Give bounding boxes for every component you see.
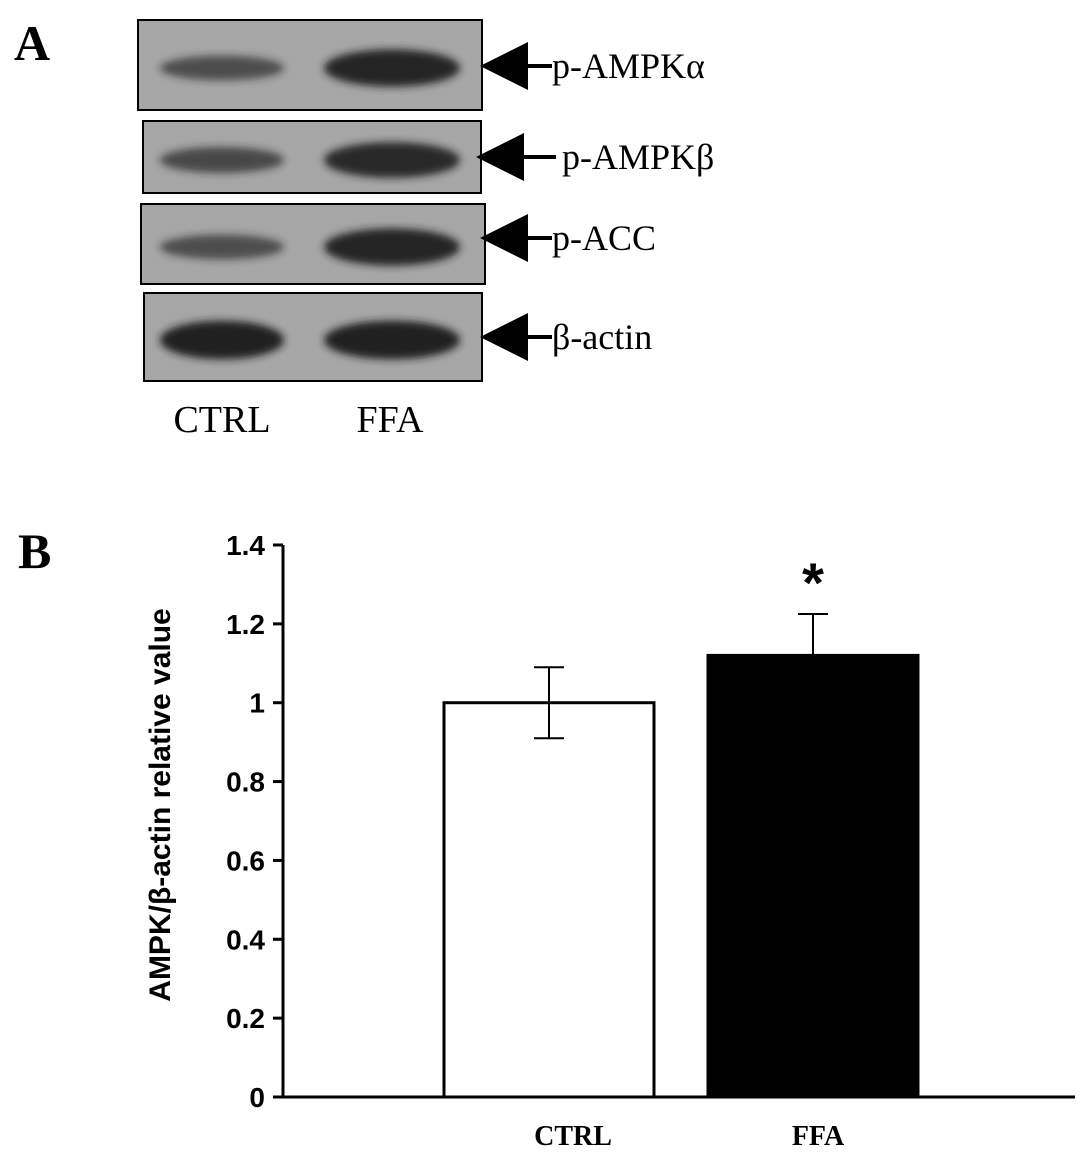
blot-row: p-ACC <box>140 203 656 285</box>
band-ffa <box>324 320 460 360</box>
band-ctrl <box>160 55 284 81</box>
band-label: p-ACC <box>552 218 656 258</box>
blot-row: p-AMPKβ <box>142 120 714 194</box>
bar-ffa <box>706 653 920 1099</box>
bar-chart: * 0 0.2 0.4 0.6 0.8 1 1.2 1.4 CTRL FFA AMPK/β-act… <box>144 530 1075 1152</box>
blot-row: β-actin <box>143 292 652 382</box>
y-tick-label: 0.6 <box>226 845 265 876</box>
y-tick-label: 0.4 <box>226 924 265 955</box>
y-tick-label: 1.2 <box>226 609 265 640</box>
y-tick-label: 0.8 <box>226 767 265 798</box>
band-ffa <box>324 228 460 266</box>
y-tick-label: 0 <box>249 1082 265 1113</box>
band-label: β-actin <box>552 317 652 357</box>
y-tick-label: 0.2 <box>226 1003 265 1034</box>
panel-label-a: A <box>14 15 51 71</box>
y-axis-label: AMPK/β-actin relative value <box>144 608 177 1001</box>
y-tick-label: 1.4 <box>226 530 265 561</box>
panel-label-b: B <box>18 523 52 579</box>
lane-label-ctrl: CTRL <box>173 399 270 441</box>
band-ctrl <box>160 320 284 360</box>
band-ffa <box>324 142 460 178</box>
x-tick-label: FFA <box>792 1121 845 1152</box>
band-label: p-AMPKα <box>552 46 705 86</box>
band-ctrl <box>160 147 284 173</box>
y-tick-label: 1 <box>249 688 265 719</box>
error-bar <box>798 613 828 656</box>
x-tick-label: CTRL <box>534 1121 612 1152</box>
error-bar <box>534 666 564 740</box>
band-label: p-AMPKβ <box>562 137 714 177</box>
western-blot-figure: p-AMPKα p-AMPKβ p-ACC β-actin CTRL FFA <box>137 19 714 441</box>
band-ffa <box>324 49 460 87</box>
significance-marker: * <box>802 551 824 614</box>
lane-label-ffa: FFA <box>357 399 424 441</box>
bar-ctrl <box>442 701 656 1099</box>
blot-row: p-AMPKα <box>137 19 705 111</box>
band-ctrl <box>160 234 284 260</box>
